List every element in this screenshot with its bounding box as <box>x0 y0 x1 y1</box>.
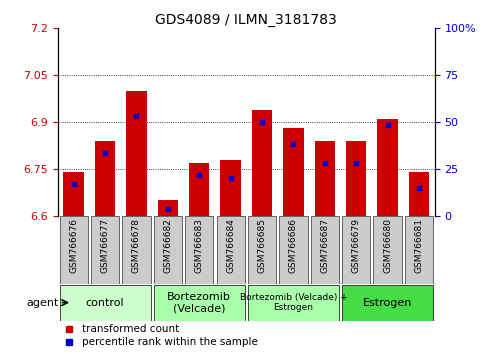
Bar <box>409 172 429 216</box>
Text: GSM766686: GSM766686 <box>289 218 298 273</box>
Title: GDS4089 / ILMN_3181783: GDS4089 / ILMN_3181783 <box>156 13 337 27</box>
Bar <box>314 141 335 216</box>
Text: GSM766678: GSM766678 <box>132 218 141 273</box>
FancyBboxPatch shape <box>373 216 402 284</box>
Text: control: control <box>86 298 124 308</box>
FancyBboxPatch shape <box>122 216 151 284</box>
Text: GSM766680: GSM766680 <box>383 218 392 273</box>
Text: GSM766683: GSM766683 <box>195 218 204 273</box>
FancyBboxPatch shape <box>248 216 276 284</box>
Text: transformed count: transformed count <box>83 324 180 333</box>
Bar <box>189 162 210 216</box>
Text: percentile rank within the sample: percentile rank within the sample <box>83 337 258 347</box>
Text: agent: agent <box>26 298 58 308</box>
Text: Bortezomib
(Velcade): Bortezomib (Velcade) <box>167 292 231 313</box>
Bar <box>283 128 304 216</box>
Text: GSM766677: GSM766677 <box>100 218 110 273</box>
Bar <box>346 141 367 216</box>
FancyBboxPatch shape <box>154 285 245 321</box>
FancyBboxPatch shape <box>91 216 119 284</box>
Text: Bortezomib (Velcade) +
Estrogen: Bortezomib (Velcade) + Estrogen <box>240 293 347 312</box>
FancyBboxPatch shape <box>405 216 433 284</box>
Bar <box>157 200 178 216</box>
Bar <box>63 172 84 216</box>
Text: Estrogen: Estrogen <box>363 298 412 308</box>
Bar <box>95 141 115 216</box>
FancyBboxPatch shape <box>342 216 370 284</box>
Text: GSM766684: GSM766684 <box>226 218 235 273</box>
Bar <box>377 119 398 216</box>
Bar <box>252 109 272 216</box>
FancyBboxPatch shape <box>154 216 182 284</box>
FancyBboxPatch shape <box>185 216 213 284</box>
FancyBboxPatch shape <box>279 216 308 284</box>
Text: GSM766687: GSM766687 <box>320 218 329 273</box>
FancyBboxPatch shape <box>248 285 339 321</box>
Text: GSM766685: GSM766685 <box>257 218 267 273</box>
FancyBboxPatch shape <box>311 216 339 284</box>
FancyBboxPatch shape <box>59 216 88 284</box>
Text: GSM766676: GSM766676 <box>69 218 78 273</box>
Text: GSM766681: GSM766681 <box>414 218 424 273</box>
Text: GSM766679: GSM766679 <box>352 218 361 273</box>
FancyBboxPatch shape <box>342 285 433 321</box>
Bar <box>220 160 241 216</box>
Text: GSM766682: GSM766682 <box>163 218 172 273</box>
FancyBboxPatch shape <box>59 285 151 321</box>
FancyBboxPatch shape <box>216 216 245 284</box>
Bar <box>126 91 147 216</box>
